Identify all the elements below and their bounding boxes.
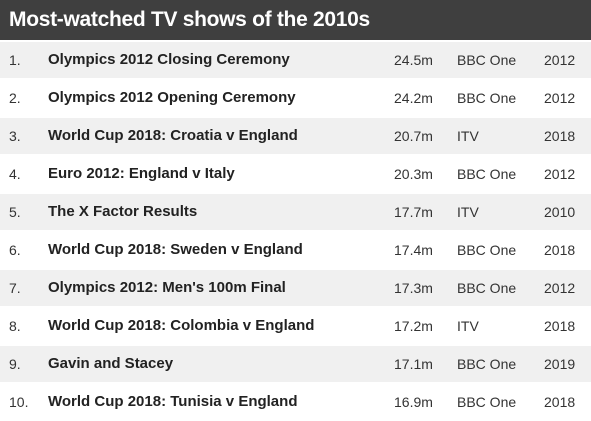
show-title: Olympics 2012 Closing Ceremony xyxy=(48,51,290,68)
viewers: 24.5m xyxy=(394,52,433,68)
show-title: Euro 2012: England v Italy xyxy=(48,165,235,182)
table-row: 4. Euro 2012: England v Italy 20.3m BBC One… xyxy=(0,156,591,192)
rank: 7. xyxy=(9,280,21,296)
viewers: 17.1m xyxy=(394,356,433,372)
channel: BBC One xyxy=(457,394,517,410)
table-row: 1. Olympics 2012 Closing Ceremony 24.5m BBC… xyxy=(0,42,591,78)
rank: 4. xyxy=(9,166,21,182)
channel: BBC One xyxy=(457,52,517,68)
channel: BBC One xyxy=(457,90,517,106)
viewers: 16.9m xyxy=(394,394,433,410)
year: 2012 xyxy=(544,280,576,296)
table-row: 2. Olympics 2012 Opening Ceremony 24.2m BBC… xyxy=(0,80,591,116)
channel: ITV xyxy=(457,318,479,334)
channel: ITV xyxy=(457,128,479,144)
viewers: 17.3m xyxy=(394,280,433,296)
year: 2012 xyxy=(544,90,576,106)
rank: 8. xyxy=(9,318,21,334)
table-row: 5. The X Factor Results 17.7m ITV 2010 xyxy=(0,194,591,230)
channel: BBC One xyxy=(457,242,517,258)
year: 2019 xyxy=(544,356,576,372)
channel: BBC One xyxy=(457,166,517,182)
show-title: The X Factor Results xyxy=(48,203,198,220)
viewers: 17.7m xyxy=(394,204,433,220)
show-title: World Cup 2018: Colombia v England xyxy=(48,317,315,334)
show-title: Gavin and Stacey xyxy=(48,355,174,372)
channel: BBC One xyxy=(457,356,517,372)
viewers: 24.2m xyxy=(394,90,433,106)
table-row: 8. World Cup 2018: Colombia v England 17.2… xyxy=(0,308,591,344)
show-title: World Cup 2018: Tunisia v England xyxy=(48,393,298,410)
table-row: 10. World Cup 2018: Tunisia v England 16.9… xyxy=(0,384,591,420)
table-row: 7. Olympics 2012: Men's 100m Final 17.3m BB… xyxy=(0,270,591,306)
table-row: 6. World Cup 2018: Sweden v England 17.4m B… xyxy=(0,232,591,268)
rank: 2. xyxy=(9,90,21,106)
rank: 10. xyxy=(9,394,29,410)
year: 2018 xyxy=(544,318,576,334)
table: 1. Olympics 2012 Closing Ceremony 24.5m BBC… xyxy=(0,42,591,420)
show-title: World Cup 2018: Croatia v England xyxy=(48,127,298,144)
year: 2018 xyxy=(544,394,576,410)
viewers: 20.7m xyxy=(394,128,433,144)
viewers: 17.2m xyxy=(394,318,433,334)
channel: ITV xyxy=(457,204,479,220)
rank: 6. xyxy=(9,242,21,258)
show-title: Olympics 2012: Men's 100m Final xyxy=(48,279,286,296)
channel: BBC One xyxy=(457,280,517,296)
table-row: 3. World Cup 2018: Croatia v England 20.7m… xyxy=(0,118,591,154)
year: 2012 xyxy=(544,166,576,182)
viewers: 17.4m xyxy=(394,242,433,258)
year: 2018 xyxy=(544,242,576,258)
rank: 5. xyxy=(9,204,21,220)
viewers: 20.3m xyxy=(394,166,433,182)
header: Most-watched TV shows of the 2010s xyxy=(0,0,591,40)
rank: 9. xyxy=(9,356,21,372)
table-row: 9. Gavin and Stacey 17.1m BBC One 2019 xyxy=(0,346,591,382)
show-title: World Cup 2018: Sweden v England xyxy=(48,241,303,258)
year: 2010 xyxy=(544,204,576,220)
rank: 3. xyxy=(9,128,21,144)
year: 2012 xyxy=(544,52,576,68)
year: 2018 xyxy=(544,128,576,144)
rank: 1. xyxy=(9,52,21,68)
show-title: Olympics 2012 Opening Ceremony xyxy=(48,89,296,106)
